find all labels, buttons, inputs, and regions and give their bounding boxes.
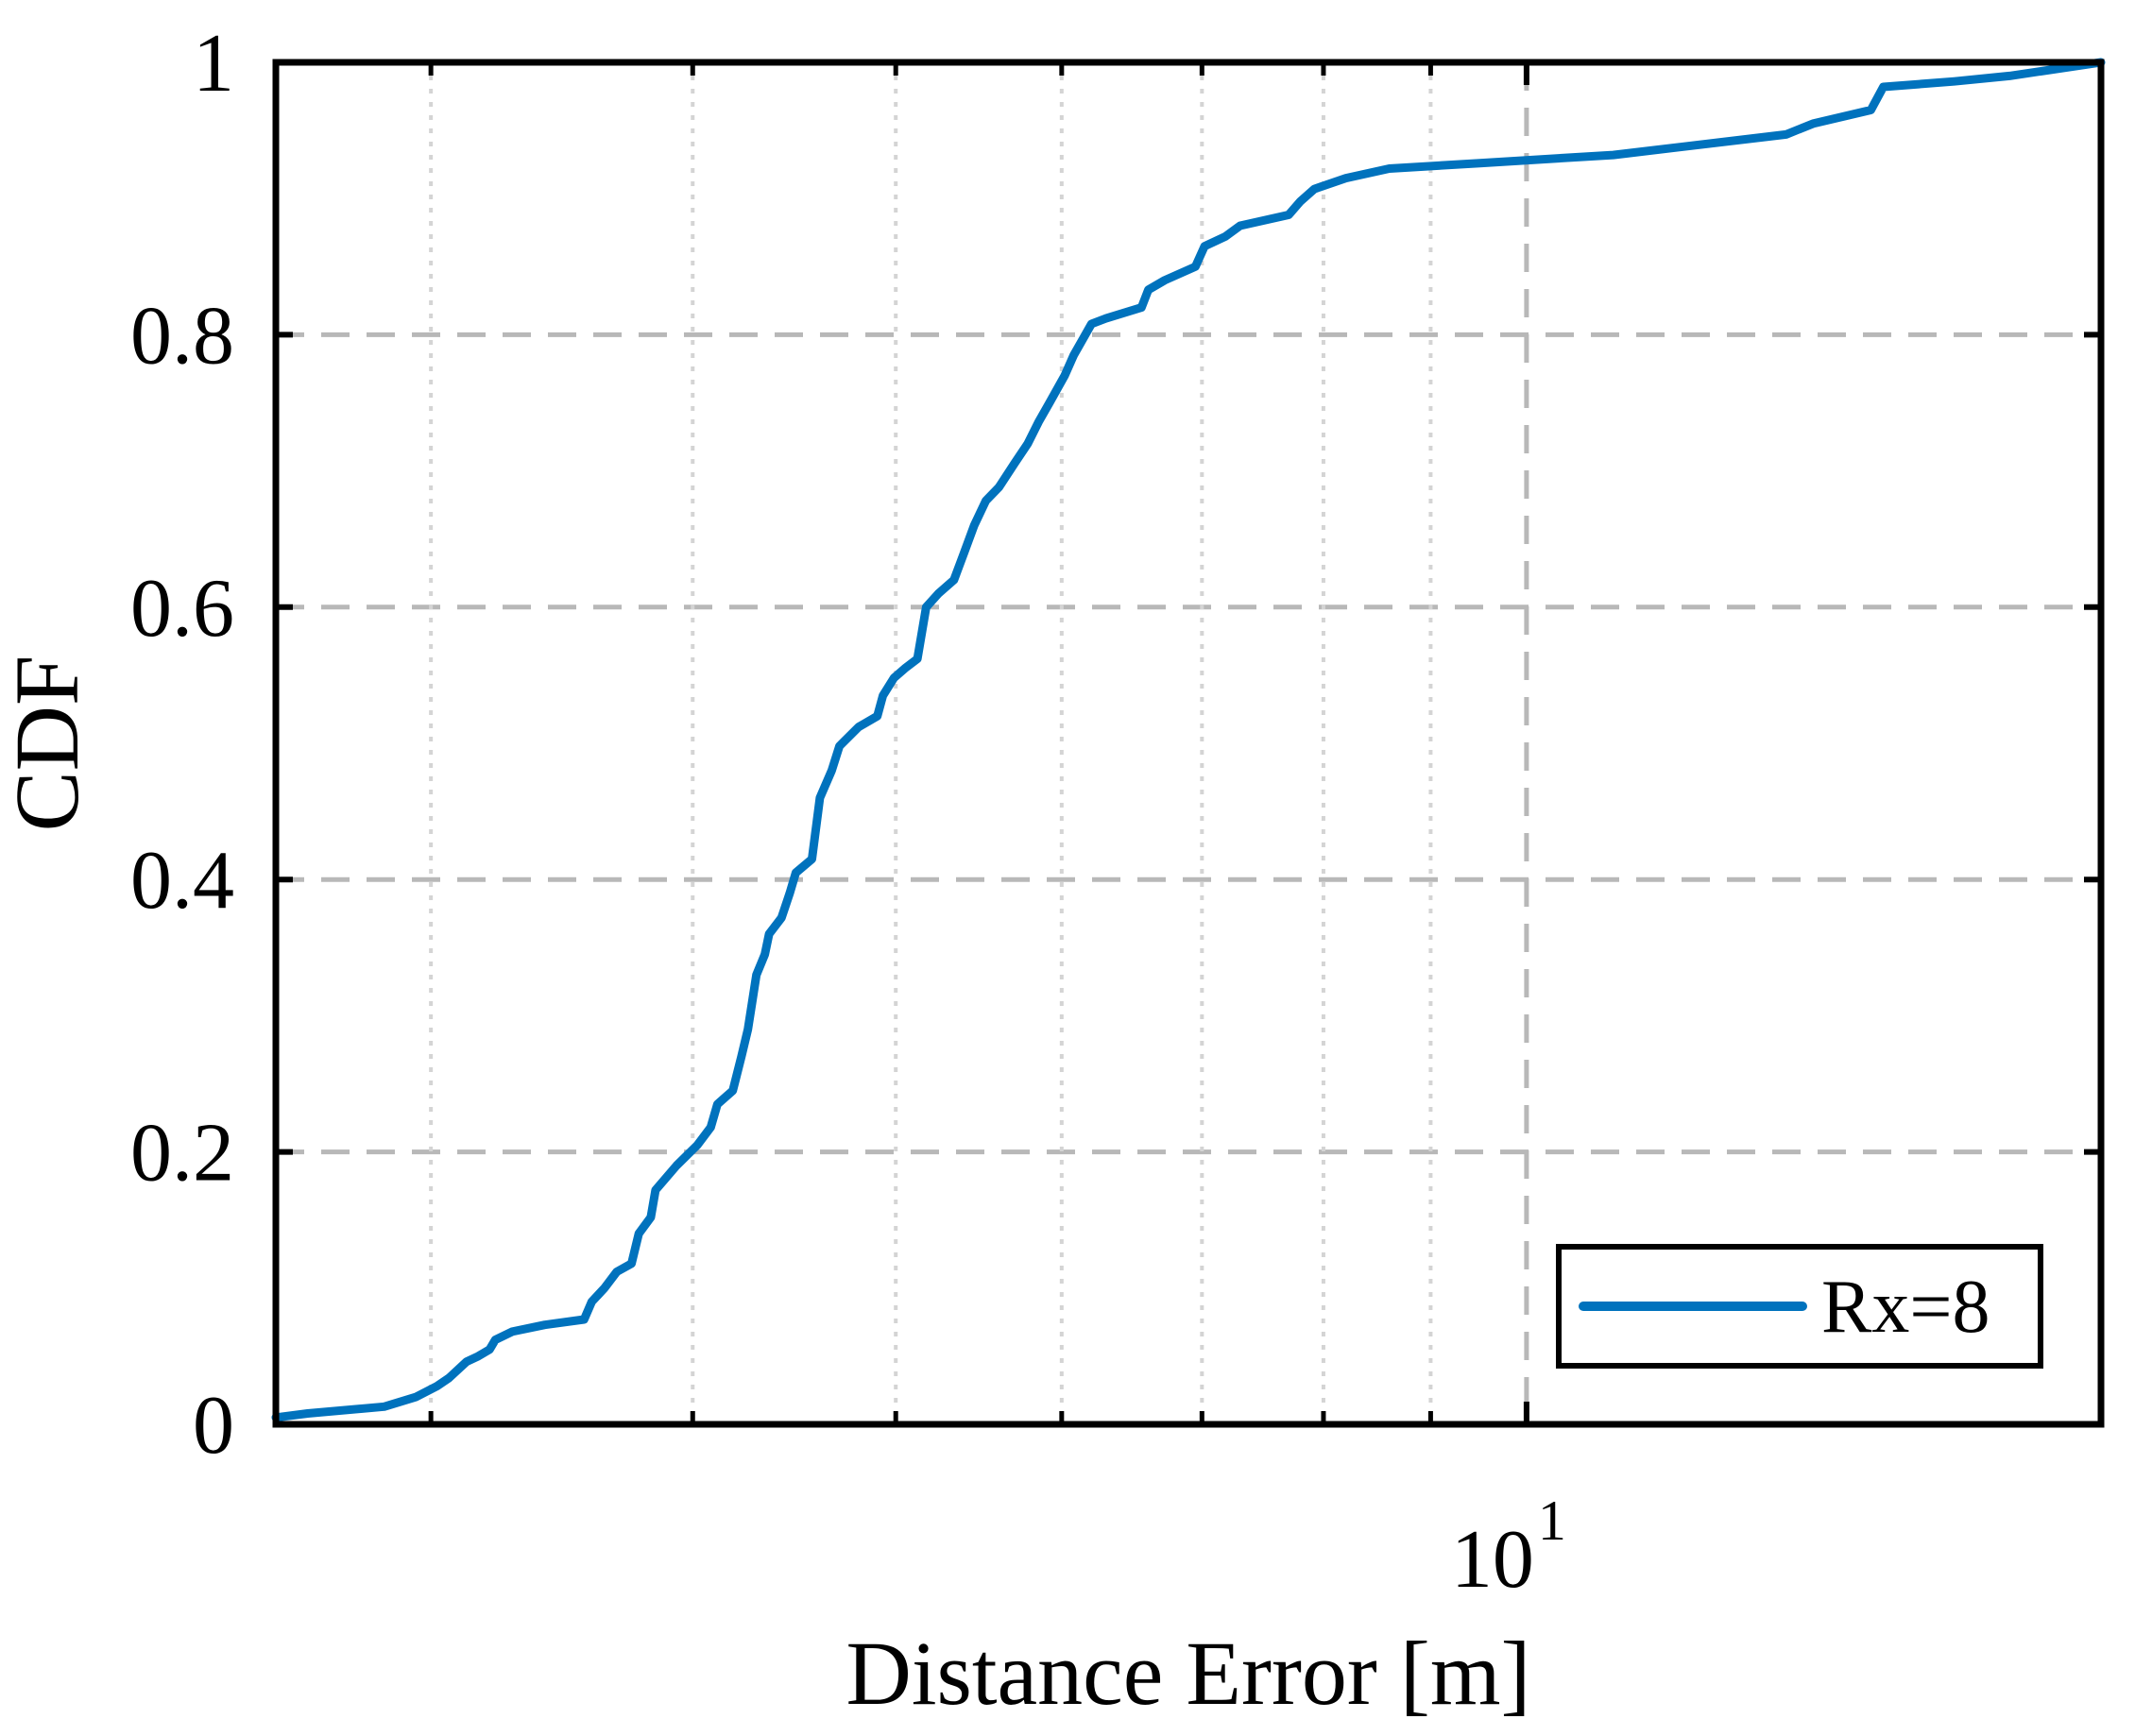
x-tick-label-exponent: 1 [1538, 1489, 1566, 1552]
x-tick-label: 10 1 [1451, 1489, 1566, 1606]
series-lines [271, 58, 2106, 1422]
y-tick-labels: 0 0.2 0.4 0.6 0.8 1 [130, 18, 234, 1472]
y-tick-label: 0 [193, 1380, 234, 1472]
x-tick-label-base: 10 [1451, 1514, 1534, 1606]
y-tick-label: 0.4 [130, 835, 234, 927]
plot-area-frame [272, 59, 2105, 1428]
legend-label-rx8: Rx=8 [1821, 1266, 1990, 1349]
y-tick-label: 0.6 [130, 563, 234, 655]
series-line-rx8 [271, 58, 2106, 1422]
grid-lines [276, 62, 2101, 1424]
x-tick-labels: 10 1 [1451, 1489, 1566, 1606]
y-tick-label: 1 [193, 18, 234, 110]
y-tick-label: 0.2 [130, 1108, 234, 1200]
x-axis-label: Distance Error [m] [845, 1623, 1530, 1724]
y-axis-label: CDF [0, 655, 97, 832]
legend: Rx=8 [1556, 1244, 2043, 1369]
y-tick-label: 0.8 [130, 290, 234, 382]
